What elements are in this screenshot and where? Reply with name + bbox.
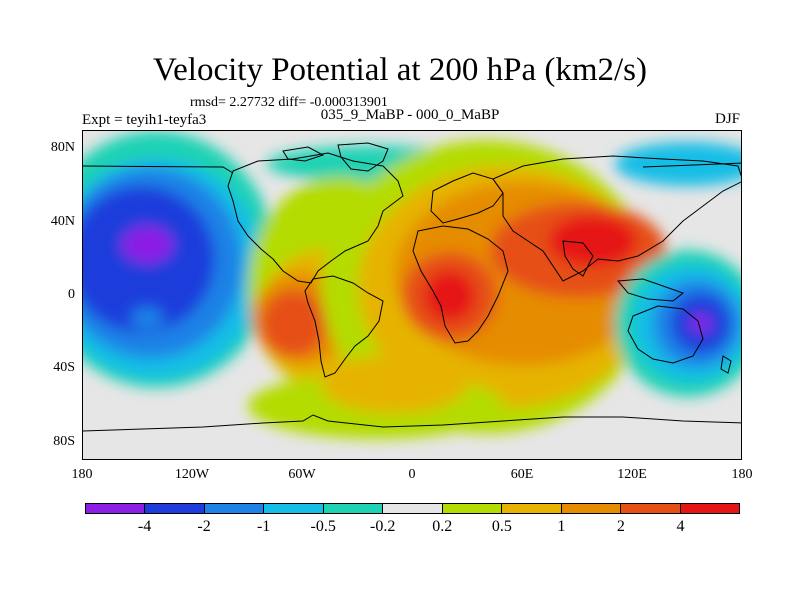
colorbar-label: 1 [557, 518, 566, 535]
velocity-potential-map [83, 131, 741, 459]
colorbar-segment [680, 504, 739, 513]
colorbar [85, 503, 740, 514]
contour-blob [130, 307, 164, 329]
colorbar-segment [204, 504, 265, 513]
colorbar-segment [323, 504, 384, 513]
lon-label: 60W [288, 467, 316, 482]
colorbar-segment [561, 504, 622, 513]
contour-blob [614, 142, 741, 186]
colorbar-segment [621, 504, 681, 513]
coastline-australia [627, 305, 704, 364]
contour-fill-layer [83, 131, 741, 439]
lat-label: 40S [53, 360, 75, 376]
lon-label: 0 [408, 467, 416, 482]
lon-label: 120E [617, 467, 647, 482]
coastline-india [562, 240, 594, 277]
colorbar-segment [502, 504, 562, 513]
coastline-maritime-islands [616, 278, 685, 302]
lon-label: 60E [510, 467, 534, 482]
period-subtitle: 035_9_MaBP - 000_0_MaBP [320, 107, 500, 123]
coastline-south-america [304, 275, 384, 378]
coastline-layer [83, 142, 741, 432]
colorbar-label: -4 [137, 518, 152, 535]
coastline-africa [412, 225, 509, 344]
lat-label: 80N [50, 140, 75, 156]
lon-label: 180 [71, 467, 93, 482]
rmsd-diff-stats: rmsd= 2.27732 diff= -0.000313901 [190, 95, 388, 110]
experiment-label: Expt = teyih1-teyfa3 [82, 112, 207, 128]
colorbar-label: 2 [616, 518, 625, 535]
colorbar-label: -0.2 [370, 518, 396, 535]
coastline-arctic-islands [282, 146, 325, 162]
contour-blob [260, 290, 327, 357]
colorbar-label: -1 [256, 518, 271, 535]
plot-title: Velocity Potential at 200 hPa (km2/s) [152, 52, 648, 88]
lat-label: 80S [53, 433, 75, 449]
colorbar-segment [383, 504, 443, 513]
colorbar-segment [264, 504, 324, 513]
colorbar-label: -0.5 [310, 518, 336, 535]
colorbar-label: 0.5 [491, 518, 512, 535]
contour-blob [321, 354, 468, 414]
coastline-antarctica [83, 414, 741, 432]
colorbar-segment [442, 504, 503, 513]
lat-label: 40N [50, 213, 75, 229]
contour-blob [121, 226, 173, 263]
colorbar-label: 0.2 [432, 518, 453, 535]
coastline-north-america [227, 152, 404, 284]
arctic-boundary [83, 162, 741, 174]
colorbar-label: -2 [197, 518, 211, 535]
colorbar-segment [86, 504, 146, 513]
lon-label: 120W [174, 467, 210, 482]
colorbar-label: 4 [676, 518, 685, 535]
contour-blob [424, 270, 476, 322]
coastline-new-zealand [720, 355, 732, 374]
lat-label: 0 [68, 287, 75, 302]
season-label: DJF [714, 111, 740, 127]
lon-label: 180 [731, 467, 753, 482]
coastline-greenland [337, 142, 389, 172]
colorbar-segment [145, 504, 205, 513]
map-panel [82, 130, 742, 460]
contour-blob [548, 215, 637, 267]
coastline-europe [430, 172, 504, 224]
coastline-asia [492, 155, 741, 282]
